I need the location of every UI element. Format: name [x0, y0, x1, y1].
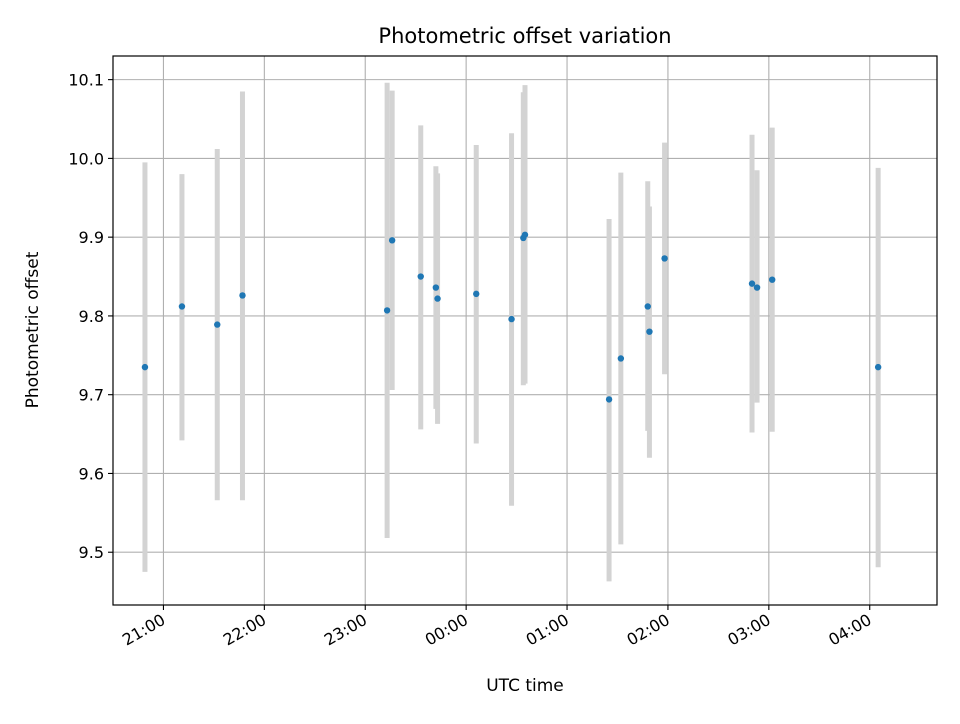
chart-title: Photometric offset variation	[378, 24, 671, 48]
y-tick-label: 10.0	[68, 149, 104, 168]
y-tick-label: 9.6	[79, 464, 104, 483]
x-axis-label: UTC time	[486, 676, 564, 696]
data-point	[383, 307, 391, 314]
data-point	[141, 363, 149, 371]
y-tick-label: 9.7	[79, 386, 104, 405]
y-tick-label: 9.5	[79, 543, 104, 562]
data-point	[605, 396, 613, 403]
y-tick-label: 9.8	[79, 307, 104, 326]
y-tick-label: 9.9	[79, 228, 104, 247]
data-point	[646, 328, 653, 335]
data-point	[178, 303, 186, 310]
data-point	[644, 303, 651, 310]
data-point	[417, 273, 424, 280]
data-point	[874, 363, 882, 371]
data-point	[617, 355, 625, 362]
data-point	[748, 280, 756, 287]
data-point	[239, 292, 246, 299]
data-point	[473, 290, 480, 298]
plot-frame	[112, 55, 938, 606]
data-point	[753, 284, 761, 291]
y-tick-label: 10.1	[68, 71, 104, 90]
data-point	[432, 284, 440, 291]
data-point	[769, 276, 776, 283]
data-point	[661, 255, 668, 262]
data-point	[214, 321, 221, 328]
data-point	[388, 237, 396, 244]
y-axis-ticks: 9.5 9.6 9.7 9.8 9.9 10.0 10.1	[68, 71, 113, 562]
data-point	[434, 295, 441, 302]
data-point-layer	[141, 231, 882, 403]
data-point	[521, 231, 529, 238]
y-axis-label: Photometric offset	[23, 251, 43, 408]
data-point	[508, 315, 515, 323]
